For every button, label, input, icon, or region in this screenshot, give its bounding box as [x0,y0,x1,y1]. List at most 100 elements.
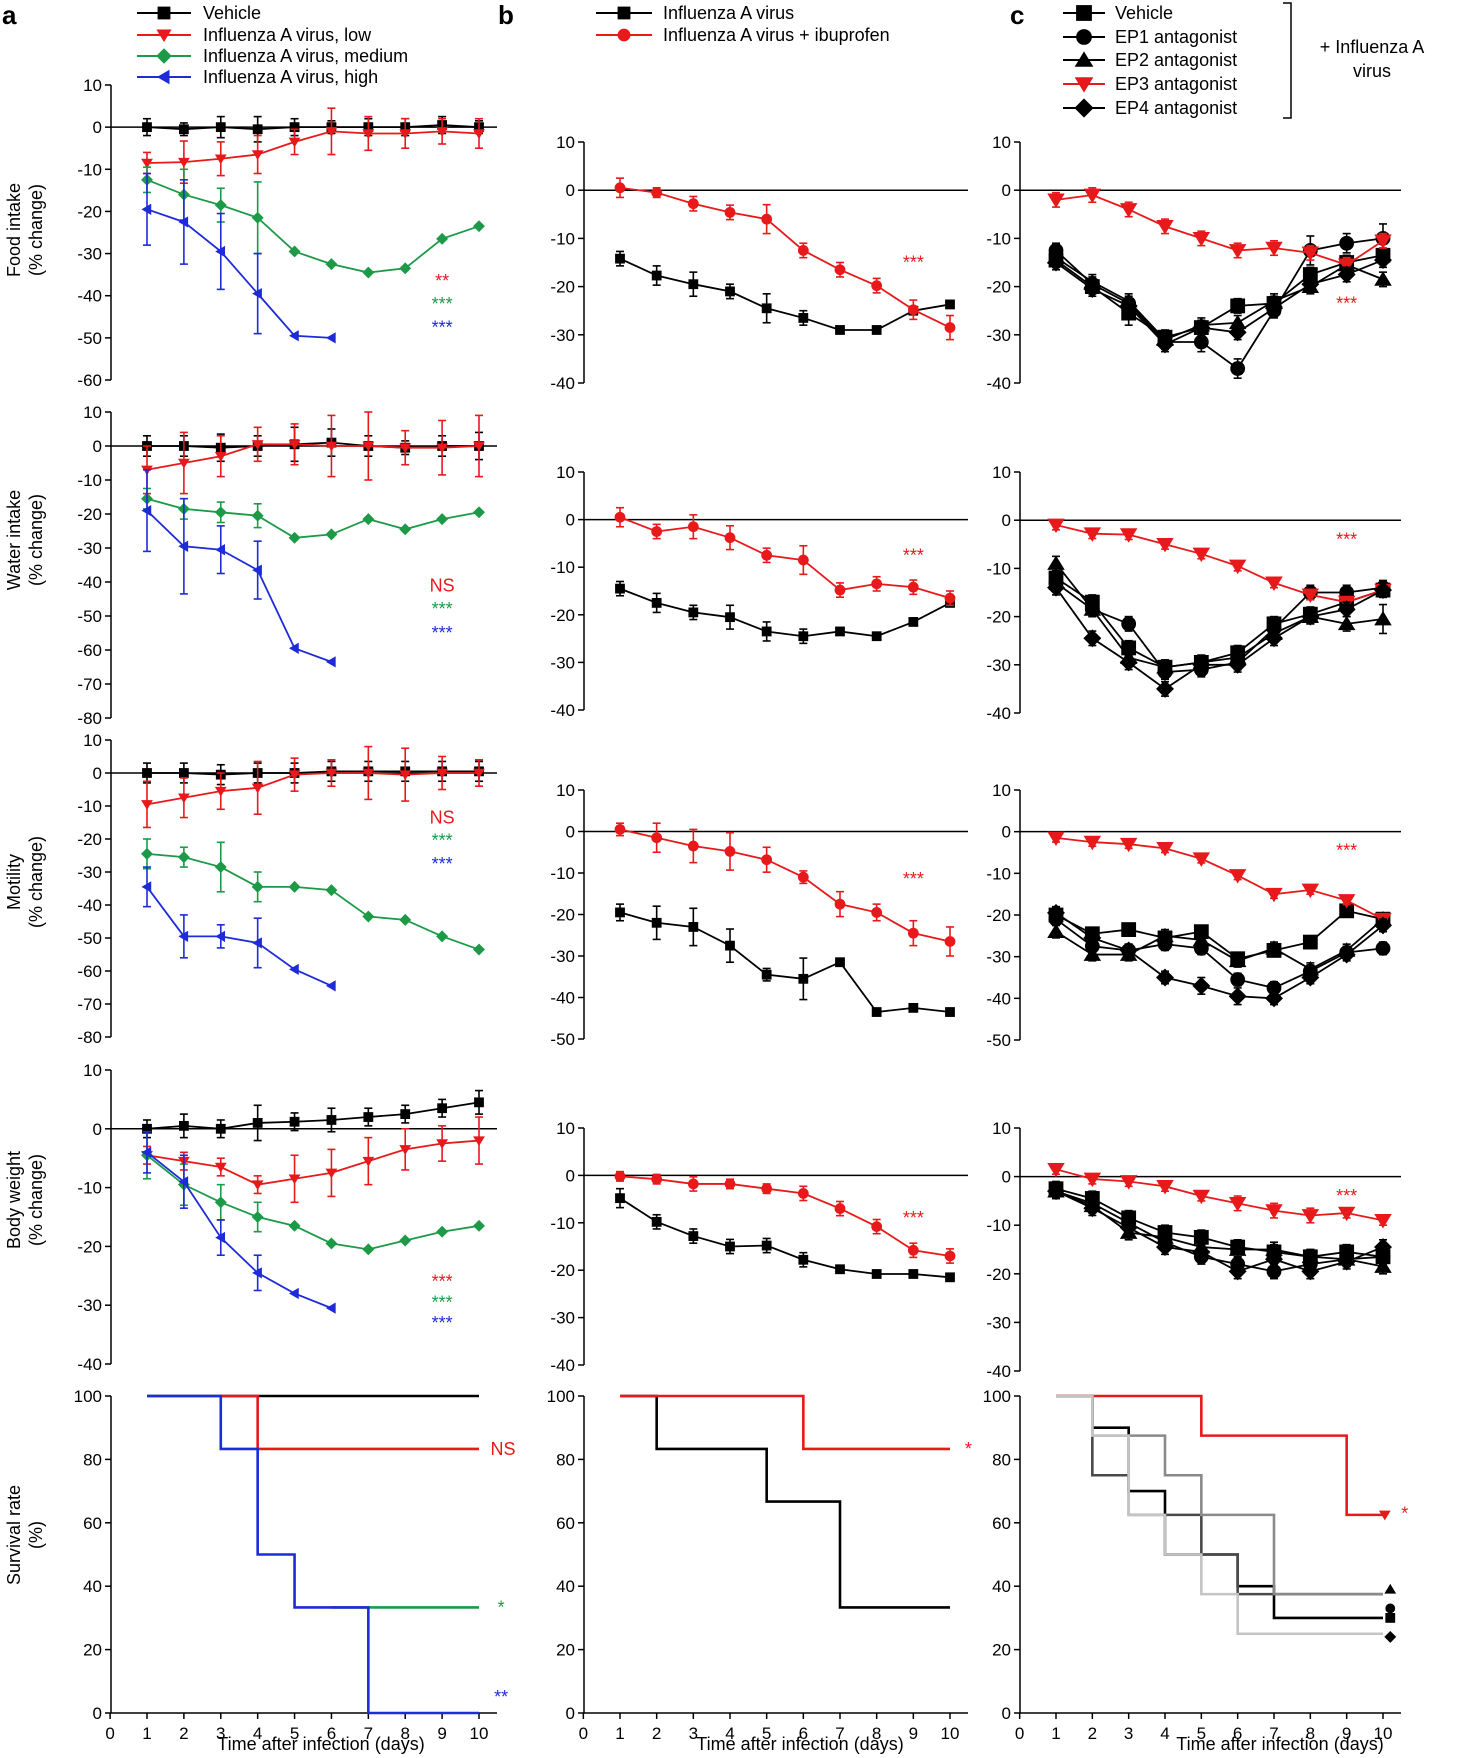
point-b-food-0-2 [688,279,699,290]
point-c-food-4-4 [1192,318,1211,337]
point-a-weight-3-2 [215,1231,226,1244]
annotation-a-water-2: *** [432,623,453,643]
point-a-weight-2-9 [473,1219,485,1232]
point-a-weight-2-2 [214,1196,227,1209]
point-a-motility-2-3 [251,880,264,893]
point-b-motility-1-9 [944,936,956,947]
line-c-motility-2 [1055,918,1384,971]
point-b-weight-0-0 [615,1193,625,1204]
point-b-water-1-6 [834,584,846,596]
point-b-food-1-0 [614,182,626,194]
line-b-water-1 [619,516,951,600]
series-c-motility-3 [1047,831,1392,928]
xtick-label-b-survival-1: 1 [615,1724,624,1743]
point-b-food-0-0 [615,253,625,264]
point-c-motility-4-6 [1265,989,1283,1008]
point-a-water-2-4 [288,531,301,544]
point-b-weight-1-5 [797,1188,809,1199]
step-line-c-survival-4 [1056,1394,1383,1636]
xtick-label-c-survival-9: 9 [1342,1724,1351,1743]
ytick-label-b-food-0: 10 [556,133,575,152]
ytick-label-a-weight-5: -40 [77,1355,102,1374]
ytick-label-c-survival-0: 100 [983,1387,1011,1406]
ylabel-motility-1: Motility [4,854,24,910]
point-a-motility-2-4 [288,880,301,893]
ytick-label-b-motility-2: -10 [550,864,575,883]
point-b-food-1-9 [944,322,956,333]
legend-c-swatches [1063,5,1105,118]
point-a-water-2-8 [436,513,449,526]
bracket-label-line-1: + Influenza A [1320,37,1425,57]
point-a-food-2-8 [436,232,449,245]
point-b-food-0-3 [725,286,735,297]
chart-c-water: 10 0 -10 -20 -30 -40 *** [986,463,1401,723]
series-a-food-1 [141,107,485,184]
ytick-label-a-survival-1: 80 [83,1450,102,1469]
point-b-water-0-6 [835,626,845,637]
ytick-label-c-food-5: -40 [986,374,1011,393]
xtick-label-a-survival-0: 0 [105,1724,114,1743]
point-a-food-2-9 [473,220,485,233]
point-b-water-1-2 [687,521,699,533]
point-b-motility-1-8 [907,927,919,939]
point-b-weight-1-0 [614,1170,626,1182]
point-b-food-1-2 [687,198,699,210]
point-a-water-2-3 [251,509,264,522]
point-c-weight-4-7 [1301,1262,1320,1281]
point-c-motility-3-5 [1228,869,1247,884]
ytick-label-c-water-1: 0 [1002,511,1011,530]
point-c-water-3-5 [1228,559,1247,575]
point-b-motility-0-1 [651,917,662,928]
ytick-label-a-food-5: -40 [77,287,102,306]
point-a-weight-0-1 [178,1120,189,1131]
chart-c-food: 10 0 -10 -20 -30 -40 *** [986,133,1401,393]
point-a-food-1-3 [251,150,264,161]
point-c-water-2-0 [1047,555,1065,570]
ytick-label-c-weight-2: -10 [986,1216,1011,1235]
point-a-weight-2-6 [362,1243,375,1256]
ytick-label-b-food-5: -40 [550,374,575,393]
line-c-weight-1 [1055,1190,1384,1273]
point-a-water-1-6 [362,441,375,452]
point-a-motility-1-0 [141,800,153,810]
point-a-food-1-8 [436,127,448,137]
point-b-weight-1-9 [944,1250,956,1262]
series-a-water-2 [141,487,485,544]
point-b-weight-0-3 [725,1241,735,1252]
point-c-water-4-0 [1047,578,1065,597]
point-a-motility-2-8 [436,930,449,943]
legend-a-marker-3 [156,69,170,85]
point-b-food-1-1 [651,187,663,199]
point-c-food-3-7 [1301,246,1320,261]
point-b-food-0-6 [835,325,845,335]
point-a-food-1-4 [288,137,301,148]
point-c-motility-0-2 [1121,922,1137,937]
series-b-motility-1 [614,822,956,957]
point-b-motility-1-7 [871,907,883,918]
point-a-water-1-3 [251,440,264,450]
xtick-label-a-survival-10: 10 [470,1724,489,1743]
point-c-food-3-1 [1083,188,1102,204]
point-b-food-1-8 [907,304,919,316]
xtick-label-a-survival-8: 8 [400,1724,409,1743]
chart-c-survival: 100 80 60 40 20 00 1 2 3 4 5 6 7 8 9 10 * [983,1387,1409,1743]
point-a-weight-3-4 [289,1287,299,1300]
xtick-label-b-survival-0: 0 [579,1724,588,1743]
point-a-food-2-6 [362,266,375,279]
ytick-label-b-weight-1: 0 [566,1166,575,1185]
annotation-a-water-1: *** [432,599,453,619]
ytick-label-c-motility-1: 0 [1002,823,1011,842]
point-c-motility-1-9 [1375,940,1391,956]
point-c-motility-3-2 [1119,837,1138,853]
step-line-b-survival-1 [620,1394,950,1451]
ytick-label-c-water-4: -30 [986,656,1011,675]
ytick-label-b-motility-5: -40 [550,989,575,1008]
point-c-water-3-4 [1192,547,1211,563]
point-c-motility-3-7 [1301,883,1320,899]
chart-a-weight: 100-10-20-30-40********* [77,1061,497,1374]
series-c-motility-4 [1047,903,1392,1008]
point-a-weight-1-7 [399,1145,412,1155]
point-b-food-1-5 [797,245,809,256]
series-a-survival-1 [220,1394,479,1451]
point-b-water-0-4 [761,626,772,637]
